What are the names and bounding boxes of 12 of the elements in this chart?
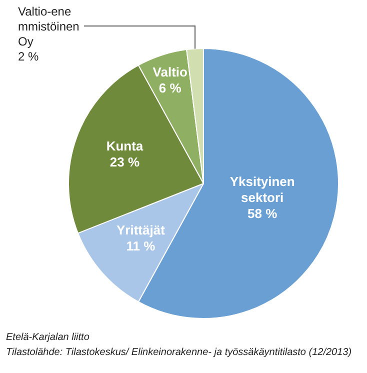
text: Etelä-Karjalan liitto <box>6 331 90 345</box>
slice-label: Yrittäjät <box>116 222 166 238</box>
data-label: 11 % <box>126 238 156 254</box>
slice-label: Valtio-enemmistöinen Oy <box>18 4 80 48</box>
slice-label: Valtio <box>152 64 188 80</box>
text: Tilastolähde: Tilastokeskus/ Elinkeinorakenne- ja työssäkäyntitilasto (12/2013) <box>6 346 352 360</box>
slice-label: Yksityinen sektori <box>230 174 295 206</box>
data-label: 58 % <box>248 206 278 222</box>
data-label: 6 % <box>158 80 182 96</box>
data-label: 2 % <box>18 49 40 64</box>
data-label: 23 % <box>110 154 140 170</box>
slice-label: Kunta <box>106 138 144 154</box>
